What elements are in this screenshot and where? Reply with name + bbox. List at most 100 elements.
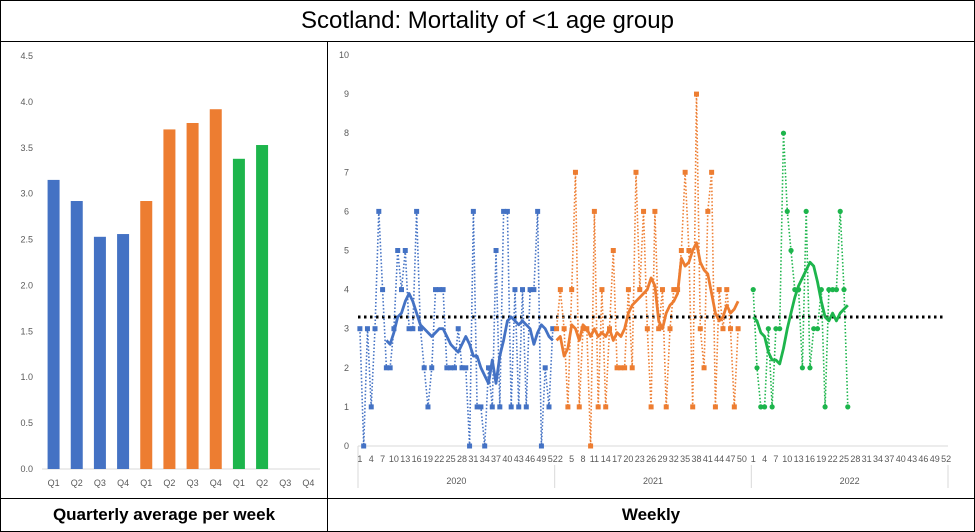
x-tick-label: 52 [941,454,951,464]
data-point [784,208,790,214]
year-label: 2022 [840,476,860,486]
bar [47,179,60,469]
data-point [837,208,843,214]
x-tick-label: 5 [569,454,574,464]
footer-right-label: Weekly [327,498,975,532]
x-tick-label: 26 [646,454,656,464]
data-point [538,443,544,449]
y-tick-label: 1.5 [20,326,33,336]
year-label: 2020 [446,476,466,486]
data-point [663,404,669,410]
data-point [357,326,363,332]
data-point [833,287,840,293]
data-point [705,208,711,214]
y-tick-label: 2.0 [20,280,33,290]
x-tick-label: Q3 [94,478,106,488]
data-point [455,326,461,332]
data-point [444,365,450,371]
data-point [474,404,480,410]
x-tick-label: Q4 [117,478,129,488]
x-tick-label: 20 [623,454,633,464]
x-tick-label: 22 [828,454,838,464]
x-tick-label: Q1 [140,478,152,488]
x-tick-label: 1 [751,454,756,464]
bar [117,234,130,469]
y-tick-label: 0 [344,441,349,451]
data-point [588,443,594,449]
data-point [398,287,404,293]
data-point [421,365,427,371]
y-tick-label: 3.5 [20,143,33,153]
data-point [659,287,665,293]
rolling-average-line-2020 [385,292,554,385]
x-tick-label: Q3 [187,478,199,488]
data-point [470,208,476,214]
y-tick-label: 8 [344,128,349,138]
data-point [610,248,616,253]
x-tick-label: 34 [480,454,490,464]
bar [93,236,106,469]
y-tick-label: 3 [344,324,349,334]
y-tick-label: 5 [344,246,349,256]
x-tick-label: Q2 [256,478,268,488]
data-point [724,287,730,293]
bar [256,145,269,469]
data-point [478,404,484,410]
data-point [678,248,684,253]
data-point [467,443,473,449]
data-point [652,208,658,214]
x-tick-label: 47 [726,454,736,464]
x-tick-label: Q1 [48,478,60,488]
data-point [364,326,370,332]
data-point [576,404,582,410]
data-point [690,404,696,410]
data-point [535,208,541,214]
x-tick-label: 31 [862,454,872,464]
data-point [754,365,760,371]
y-tick-label: 7 [344,167,349,177]
data-point [595,404,601,410]
y-tick-label: 4.0 [20,97,33,107]
x-tick-label: 35 [680,454,690,464]
data-point [561,326,567,332]
rolling-average-line-2021 [555,241,740,358]
x-tick-label: Q2 [163,478,175,488]
data-point [841,287,847,293]
bar [163,129,176,469]
data-point [550,326,556,332]
data-point [569,287,575,293]
data-point [773,326,779,332]
x-tick-label: Q4 [302,478,314,488]
x-tick-label: 17 [612,454,622,464]
x-tick-label: 46 [918,454,928,464]
data-point [425,404,431,410]
rolling-average-line-2022 [752,260,849,366]
data-point [372,326,378,332]
data-point [387,365,393,371]
data-point [716,287,722,293]
x-tick-label: 49 [930,454,940,464]
data-point [572,169,578,175]
x-tick-label: 40 [502,454,512,464]
data-point [671,287,677,293]
y-tick-label: 9 [344,89,349,99]
data-point [633,169,639,175]
data-point [414,208,420,214]
data-point [712,404,718,410]
x-tick-label: 28 [850,454,860,464]
bar [186,122,199,470]
y-tick-label: 1 [344,402,349,412]
x-tick-label: 16 [805,454,815,464]
weekly-series-line-2021 [555,94,739,447]
data-point [516,404,522,410]
data-point [720,326,726,332]
data-point [644,326,650,332]
x-tick-label: 10 [782,454,792,464]
data-point [701,365,707,371]
x-tick-label: 14 [601,454,611,464]
x-tick-label: 37 [491,454,501,464]
right-panel-border [327,41,975,499]
data-point [368,404,374,410]
